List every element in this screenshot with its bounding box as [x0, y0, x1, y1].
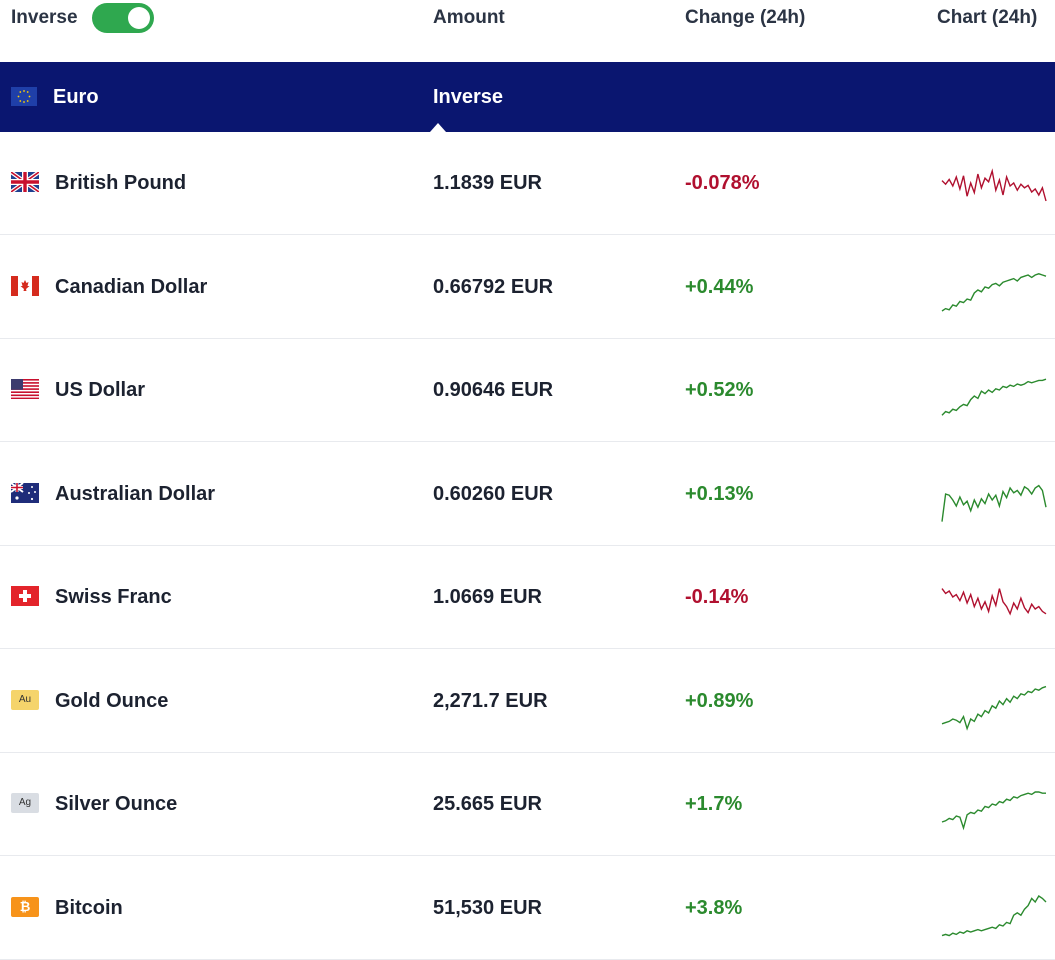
currency-amount: 51,530 EUR	[433, 896, 542, 919]
gold-icon: Au	[11, 689, 39, 710]
currency-name[interactable]: Australian Dollar	[55, 482, 216, 505]
silver-icon: Ag	[11, 793, 39, 813]
change-percent: +0.13%	[685, 482, 754, 505]
currency-amount: 1.0669 EUR	[433, 586, 542, 608]
caret-up-icon	[430, 123, 446, 132]
currency-amount: 0.60260 EUR	[433, 482, 554, 505]
bitcoin-icon: ₿	[11, 896, 39, 917]
sparkline-chart[interactable]	[940, 254, 1050, 320]
sparkline-chart[interactable]	[940, 150, 1050, 216]
sparkline-series	[941, 685, 1047, 731]
amount-column-header: Amount	[433, 7, 505, 28]
sparkline-chart[interactable]	[940, 875, 1050, 941]
currency-name[interactable]: Canadian Dollar	[55, 275, 208, 298]
eu-flag-icon	[11, 87, 37, 106]
us-flag-icon	[11, 379, 39, 399]
base-currency-name: Euro	[53, 86, 99, 108]
currency-amount: 1.1839 EUR	[433, 172, 542, 194]
table-row[interactable]: Australian Dollar 0.60260 EUR +0.13%	[0, 443, 1055, 546]
currency-name[interactable]: British Pound	[55, 172, 187, 194]
sparkline-chart[interactable]	[940, 564, 1050, 630]
ca-flag-icon	[11, 275, 39, 296]
sparkline-series	[941, 168, 1047, 202]
change-percent: +1.7%	[685, 793, 743, 815]
currency-amount: 0.66792 EUR	[433, 275, 554, 298]
currency-amount: 2,271.7 EUR	[433, 689, 548, 712]
table-row[interactable]: ₿ Bitcoin 51,530 EUR +3.8%	[0, 857, 1055, 960]
currency-name[interactable]: Bitcoin	[55, 896, 123, 919]
sparkline-series	[941, 588, 1047, 616]
table-header: Inverse Amount Change (24h) Chart (24h)	[0, 0, 1055, 62]
toggle-knob	[128, 7, 150, 29]
change-percent: +0.89%	[685, 689, 754, 712]
change-percent: +0.44%	[685, 275, 754, 298]
base-currency-row[interactable]: Euro Inverse	[0, 62, 1055, 132]
sparkline-chart[interactable]	[940, 461, 1050, 527]
sparkline-series	[941, 272, 1047, 312]
inverse-toggle[interactable]	[92, 3, 154, 33]
currency-name[interactable]: Gold Ounce	[55, 689, 169, 712]
uk-flag-icon	[9, 170, 41, 194]
sparkline-series	[941, 378, 1047, 416]
table-row[interactable]: Canadian Dollar 0.66792 EUR +0.44%	[0, 236, 1055, 339]
base-inverse-label: Inverse	[433, 86, 504, 108]
currency-amount: 0.90646 EUR	[433, 379, 554, 401]
currency-amount: 25.665 EUR	[433, 793, 542, 815]
table-row[interactable]: Au Gold Ounce 2,271.7 EUR +0.89%	[0, 650, 1055, 753]
table-row[interactable]: US Dollar 0.90646 EUR +0.52%	[0, 339, 1055, 442]
ch-flag-icon	[11, 586, 39, 606]
chart-column-header: Chart (24h)	[937, 7, 1038, 28]
table-row[interactable]: Swiss Franc 1.0669 EUR -0.14%	[0, 546, 1055, 649]
inverse-label: Inverse	[11, 7, 78, 28]
sparkline-chart[interactable]	[940, 357, 1050, 423]
au-flag-icon	[10, 481, 39, 503]
change-percent: -0.14%	[685, 586, 749, 608]
currency-name[interactable]: Swiss Franc	[55, 586, 172, 608]
sparkline-chart[interactable]	[940, 668, 1050, 734]
table-row[interactable]: Ag Silver Ounce 25.665 EUR +1.7%	[0, 753, 1055, 856]
change-percent: +0.52%	[685, 379, 754, 401]
table-row[interactable]: British Pound 1.1839 EUR -0.078%	[0, 132, 1055, 235]
sparkline-series	[941, 791, 1046, 831]
change-column-header: Change (24h)	[685, 7, 806, 28]
currency-name[interactable]: Silver Ounce	[55, 793, 178, 815]
change-percent: -0.078%	[685, 172, 760, 194]
sparkline-series	[941, 484, 1047, 522]
sparkline-series	[941, 894, 1047, 936]
currency-name[interactable]: US Dollar	[55, 379, 146, 401]
change-percent: +3.8%	[685, 896, 743, 919]
sparkline-chart[interactable]	[940, 771, 1050, 837]
